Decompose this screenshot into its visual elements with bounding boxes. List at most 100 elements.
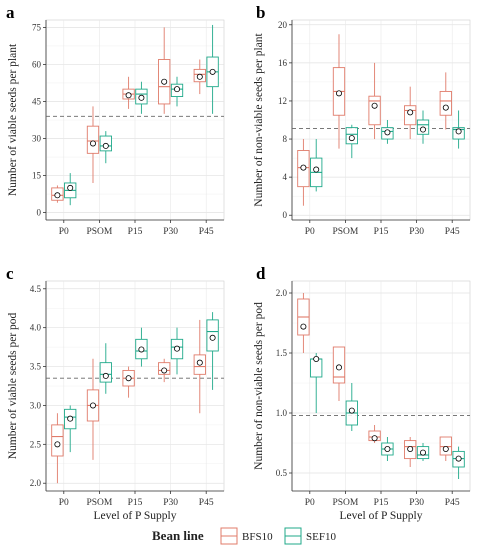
box-sef10-p45 [452, 446, 465, 479]
mean-point [209, 68, 216, 75]
legend-key-bfs10 [220, 527, 238, 545]
mean-point [102, 372, 109, 379]
panel-a: 0 15 30 45 60 75 P0 PSOM P15 P30 P45 a Number of via… [6, 3, 225, 237]
legend: Bean line BFS10 SEF10 [152, 527, 336, 545]
box-iqr [368, 95, 381, 126]
x-tick-label: P45 [199, 498, 214, 508]
y-tick-label: 30 [32, 134, 42, 144]
box-bfs10-p0 [51, 185, 64, 203]
legend-title: Bean line [152, 528, 204, 543]
mean-point [348, 135, 355, 142]
box-sef10-psom [345, 383, 358, 431]
mean-point [196, 73, 203, 80]
y-tick-label: 45 [32, 96, 42, 106]
x-axis-title: Level of P Supply [94, 510, 177, 522]
x-tick-label: P15 [128, 227, 143, 237]
y-tick-label: 3.5 [30, 362, 42, 372]
mean-point [335, 364, 342, 371]
box-bfs10-p0 [297, 293, 310, 353]
mean-point [67, 184, 74, 191]
box-bfs10-psom [332, 34, 346, 149]
mean-point [407, 445, 414, 452]
box-sef10-p30 [416, 443, 430, 461]
panel-d: 0.5 1.0 1.5 2.0 P0 PSOM P15 P30 P45 d Number of no… [253, 264, 471, 522]
mean-point [348, 407, 355, 414]
mean-point [335, 90, 342, 97]
mean-point [54, 192, 61, 199]
box-bfs10-p0 [297, 139, 310, 206]
mean-point [89, 140, 96, 147]
x-tick-label: P45 [199, 227, 214, 237]
mean-point [102, 142, 109, 149]
y-axis-title: Number of viable seeds per pod [7, 312, 19, 459]
mean-point [67, 415, 74, 422]
box-sef10-p30 [170, 76, 184, 107]
box-bfs10-p30 [404, 86, 417, 140]
y-tick-label: 0 [283, 210, 288, 220]
box-sef10-psom [99, 131, 112, 164]
y-tick-label: 16 [278, 58, 288, 68]
mean-point [455, 455, 462, 462]
mean-point [313, 166, 320, 173]
box-sef10-p15 [135, 327, 148, 367]
y-tick-label: 0.5 [276, 468, 288, 478]
mean-point [371, 102, 378, 109]
box-sef10-p0 [64, 405, 77, 453]
mean-point [300, 164, 307, 171]
box-sef10-p45 [206, 24, 219, 114]
y-tick-label: 15 [32, 171, 42, 181]
mean-point [125, 375, 132, 382]
legend-label-sef10: SEF10 [306, 531, 336, 543]
x-tick-label: P0 [305, 498, 315, 508]
y-tick-label: 2.5 [30, 439, 42, 449]
mean-point [371, 435, 378, 442]
mean-point [420, 449, 427, 456]
y-tick-label: 4 [283, 172, 288, 182]
x-tick-label: PSOM [86, 227, 112, 237]
mean-point [384, 129, 391, 136]
x-tick-label: P15 [374, 227, 389, 237]
mean-point [313, 355, 320, 362]
x-tick-label: P0 [305, 227, 315, 237]
x-axis-title: Level of P Supply [340, 510, 423, 522]
box-bfs10-p15 [368, 62, 381, 140]
box-iqr [51, 424, 64, 457]
box-sef10-p30 [170, 327, 184, 375]
mean-point [174, 86, 181, 93]
box-iqr [439, 436, 452, 456]
box-sef10-psom [345, 124, 358, 159]
box-bfs10-p45 [193, 59, 206, 95]
box-sef10-p0 [310, 139, 323, 192]
y-axis-title: Number of non-viable seeds per plant [253, 32, 265, 206]
y-tick-label: 1.0 [276, 408, 288, 418]
panel-label: d [256, 264, 266, 283]
mean-point [420, 126, 427, 133]
mean-point [196, 359, 203, 366]
mean-point [138, 346, 145, 353]
x-tick-label: PSOM [332, 498, 358, 508]
box-bfs10-p30 [404, 437, 417, 467]
y-tick-label: 20 [278, 20, 288, 30]
panel-b: 0 4 8 12 16 20 P0 PSOM P15 P30 P45 b Number of non-v… [253, 3, 471, 237]
x-tick-label: P45 [445, 227, 460, 237]
box-iqr [439, 90, 452, 116]
x-tick-label: P45 [445, 498, 460, 508]
box-sef10-p0 [64, 173, 77, 206]
panel-label: b [256, 3, 265, 22]
y-tick-label: 2.0 [276, 288, 288, 298]
box-sef10-p0 [310, 353, 323, 413]
box-bfs10-p15 [122, 366, 135, 398]
box-bfs10-p15 [368, 425, 381, 443]
x-tick-label: P0 [59, 227, 69, 237]
box-sef10-p15 [381, 120, 394, 144]
box-sef10-p15 [381, 437, 394, 461]
box-bfs10-p15 [122, 76, 135, 109]
x-tick-label: PSOM [332, 227, 358, 237]
box-iqr [86, 125, 100, 154]
mean-point [89, 402, 96, 409]
y-tick-label: 75 [32, 22, 42, 32]
y-tick-label: 3.0 [30, 400, 42, 410]
box-bfs10-p45 [439, 72, 452, 130]
box-iqr [99, 362, 112, 383]
x-tick-label: P15 [374, 498, 389, 508]
